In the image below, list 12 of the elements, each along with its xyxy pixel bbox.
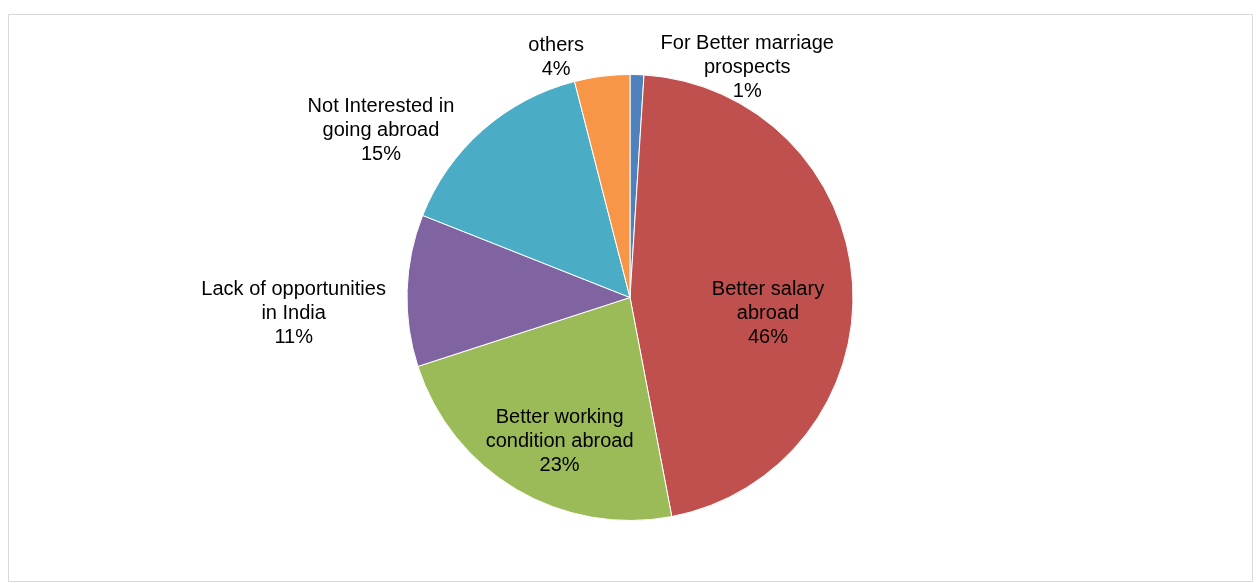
data-label: 1%	[732, 78, 762, 101]
slice-label: Not Interested in going abroad	[307, 94, 455, 141]
data-label: 15%	[360, 142, 402, 165]
slice-label: Lack of opportunities in India	[201, 277, 386, 324]
data-label: 23%	[539, 452, 580, 475]
data-label: 11%	[274, 325, 314, 348]
data-label: 4%	[541, 56, 571, 79]
slice-label: others	[528, 32, 584, 55]
slice-label: Better salary abroad	[711, 276, 825, 323]
data-label: 46%	[747, 324, 789, 347]
slice-label: For Better marriage prospects	[660, 30, 834, 77]
slice-label: Better working condition abroad	[485, 404, 634, 451]
